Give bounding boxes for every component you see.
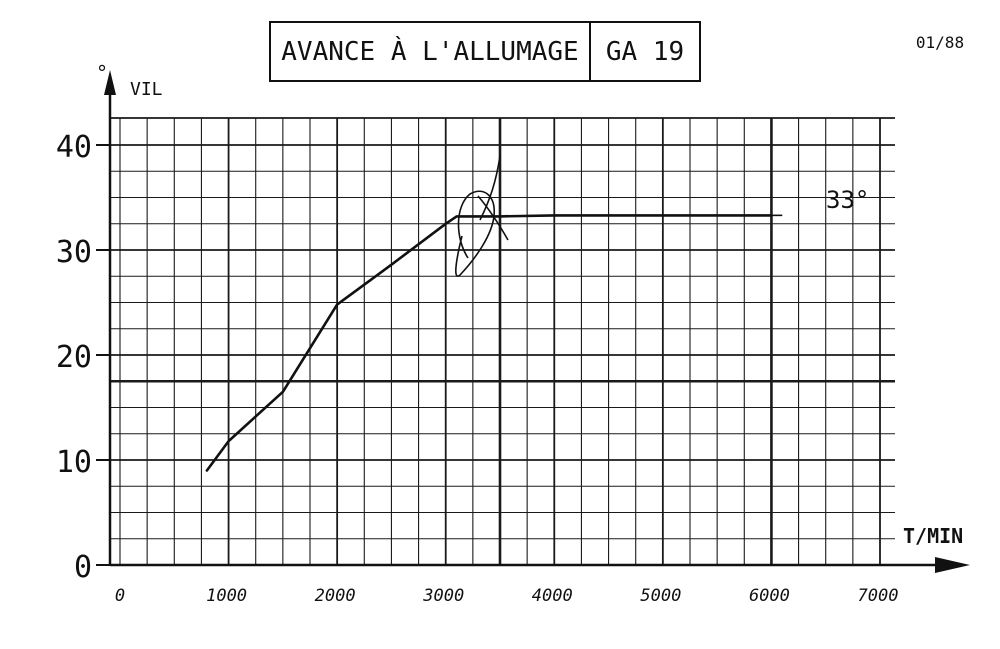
data-point	[661, 214, 664, 217]
x-tick-label: 5000	[640, 586, 681, 606]
y-tick-label: 10	[56, 445, 92, 480]
y-axis-unit: °	[96, 61, 108, 85]
y-axis-arrow-icon	[104, 70, 116, 95]
date-label: 01/88	[916, 33, 964, 52]
data-point	[444, 222, 447, 225]
chart-title: AVANCE À L'ALLUMAGE	[281, 35, 578, 67]
annotations: 33°	[826, 186, 869, 214]
series-line	[205, 214, 773, 472]
data-point	[390, 263, 393, 266]
y-tick-label: 0	[74, 550, 92, 585]
y-tick-label: 20	[56, 340, 92, 375]
series-group	[205, 214, 783, 472]
x-ticks: 0 1000 2000 3000 4000 5000 6000 7000	[115, 586, 899, 606]
y-axis-label: VIL	[130, 79, 163, 100]
data-point	[553, 214, 556, 217]
x-axis-label: T/MIN	[903, 524, 963, 548]
x-tick-label: 0	[115, 586, 125, 606]
x-axis-arrow-icon	[935, 557, 970, 573]
model-label: GA 19	[606, 37, 684, 67]
annotation-label: 33°	[826, 186, 869, 214]
y-tick-label: 30	[56, 235, 92, 270]
grid	[110, 117, 895, 566]
x-tick-label: 3000	[422, 586, 464, 606]
data-point	[281, 390, 284, 393]
data-point	[336, 303, 339, 306]
x-tick-label: 4000	[532, 586, 573, 606]
x-tick-label: 6000	[749, 586, 790, 606]
x-tick-label: 7000	[858, 586, 899, 606]
data-point	[455, 215, 458, 218]
y-ticks: 0 10 20 30 40	[56, 130, 110, 585]
data-point	[205, 469, 208, 472]
pen-scribble	[455, 155, 509, 277]
title-box	[269, 21, 701, 82]
x-tick-label: 2000	[315, 586, 356, 606]
data-point	[499, 215, 501, 218]
data-point	[227, 440, 230, 442]
y-tick-label: 40	[56, 130, 92, 165]
x-tick-label: 1000	[206, 586, 247, 606]
